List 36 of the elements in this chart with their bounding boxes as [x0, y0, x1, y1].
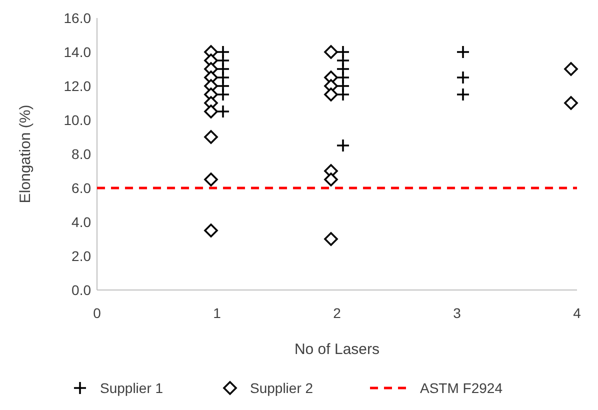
x-tick-label: 0	[93, 305, 102, 321]
point	[564, 62, 578, 76]
y-tick-label: 14.0	[64, 44, 92, 60]
x-tick-label: 1	[213, 305, 222, 321]
point	[336, 138, 350, 152]
legend-label: Supplier 2	[250, 380, 314, 396]
y-tick-label: 10.0	[64, 112, 92, 128]
y-tick-label: 12.0	[64, 78, 92, 94]
point	[324, 45, 338, 59]
point	[216, 104, 230, 118]
x-tick-label: 4	[573, 305, 582, 321]
legend-label: Supplier 1	[100, 380, 164, 396]
point	[324, 88, 338, 102]
x-axis-title: No of Lasers	[294, 341, 380, 358]
legend-label: ASTM F2924	[420, 380, 503, 396]
point	[456, 45, 470, 59]
point	[204, 224, 218, 238]
point	[324, 232, 338, 246]
y-tick-label: 8.0	[72, 146, 92, 162]
point	[564, 96, 578, 110]
point	[204, 104, 218, 118]
point	[456, 88, 470, 102]
y-tick-label: 16.0	[64, 10, 92, 26]
point	[324, 172, 338, 186]
y-tick-label: 2.0	[72, 248, 92, 264]
point	[216, 88, 230, 102]
y-tick-label: 4.0	[72, 214, 92, 230]
y-axis-title: Elongation (%)	[17, 104, 34, 204]
x-tick-label: 3	[453, 305, 462, 321]
point	[204, 172, 218, 186]
y-tick-label: 6.0	[72, 180, 92, 196]
point	[336, 88, 350, 102]
point	[456, 70, 470, 84]
point	[204, 130, 218, 144]
x-tick-label: 2	[333, 305, 342, 321]
y-tick-label: 0.0	[72, 282, 92, 298]
